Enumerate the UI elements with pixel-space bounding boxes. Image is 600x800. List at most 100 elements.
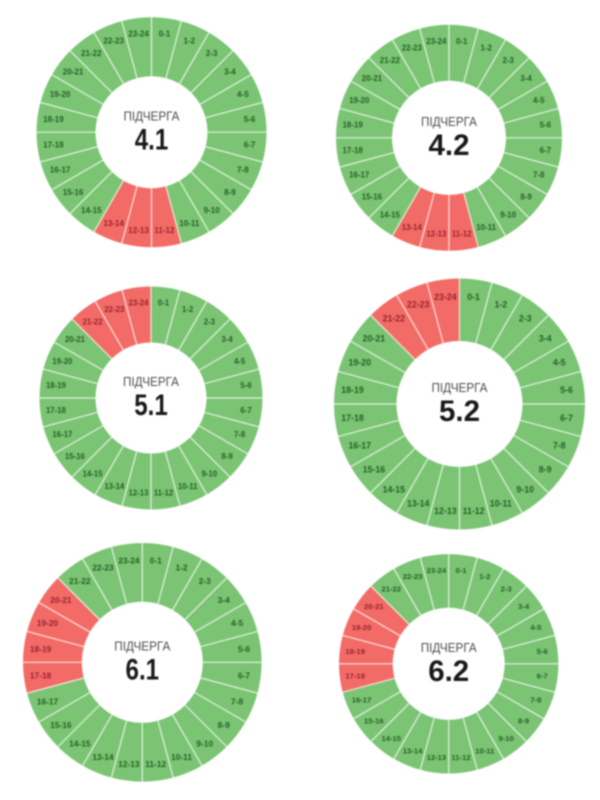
svg-text:22-23: 22-23 xyxy=(104,305,125,314)
svg-text:18-19: 18-19 xyxy=(345,647,365,656)
svg-text:12-13: 12-13 xyxy=(427,753,447,762)
svg-text:4-5: 4-5 xyxy=(237,90,249,99)
svg-text:13-14: 13-14 xyxy=(402,223,423,232)
svg-text:2-3: 2-3 xyxy=(204,317,216,326)
svg-text:7-8: 7-8 xyxy=(530,695,542,704)
svg-text:9-10: 9-10 xyxy=(196,739,213,749)
svg-text:6-7: 6-7 xyxy=(537,672,548,681)
svg-text:23-24: 23-24 xyxy=(128,30,149,39)
svg-text:2-3: 2-3 xyxy=(501,584,512,593)
svg-text:6-7: 6-7 xyxy=(560,413,573,423)
svg-text:5-6: 5-6 xyxy=(560,385,573,395)
svg-text:12-13: 12-13 xyxy=(426,230,447,239)
svg-text:6-7: 6-7 xyxy=(238,671,250,681)
svg-text:20-21: 20-21 xyxy=(363,333,386,343)
svg-text:13-14: 13-14 xyxy=(403,746,423,755)
svg-text:ПІДЧЕРГА: ПІДЧЕРГА xyxy=(421,114,477,129)
svg-text:4-5: 4-5 xyxy=(533,96,545,105)
svg-text:4.1: 4.1 xyxy=(135,123,169,156)
svg-text:22-23: 22-23 xyxy=(92,563,114,573)
svg-text:13-14: 13-14 xyxy=(104,482,125,491)
svg-text:0-1: 0-1 xyxy=(150,556,162,566)
svg-text:10-11: 10-11 xyxy=(475,746,495,755)
svg-text:10-11: 10-11 xyxy=(179,219,200,228)
svg-text:7-8: 7-8 xyxy=(553,440,566,450)
svg-text:8-9: 8-9 xyxy=(218,720,230,730)
svg-text:0-1: 0-1 xyxy=(456,37,468,46)
svg-text:7-8: 7-8 xyxy=(234,430,246,439)
svg-text:1-2: 1-2 xyxy=(176,563,188,573)
svg-text:22-23: 22-23 xyxy=(407,299,430,309)
svg-text:9-10: 9-10 xyxy=(202,470,218,479)
svg-text:10-11: 10-11 xyxy=(171,752,192,762)
svg-text:21-22: 21-22 xyxy=(69,576,91,586)
svg-text:14-15: 14-15 xyxy=(83,470,104,479)
svg-text:7-8: 7-8 xyxy=(231,697,243,707)
svg-text:20-21: 20-21 xyxy=(50,595,72,605)
svg-text:1-2: 1-2 xyxy=(494,299,507,309)
svg-text:8-9: 8-9 xyxy=(221,452,233,461)
svg-text:2-3: 2-3 xyxy=(199,576,211,586)
svg-text:21-22: 21-22 xyxy=(383,313,406,323)
svg-text:14-15: 14-15 xyxy=(380,210,401,219)
svg-text:13-14: 13-14 xyxy=(92,752,114,762)
svg-text:20-21: 20-21 xyxy=(63,67,84,76)
svg-text:19-20: 19-20 xyxy=(50,90,71,99)
svg-text:4-5: 4-5 xyxy=(553,358,566,368)
svg-text:16-17: 16-17 xyxy=(50,166,71,175)
svg-text:19-20: 19-20 xyxy=(352,623,372,632)
svg-text:16-17: 16-17 xyxy=(37,697,59,707)
svg-text:20-21: 20-21 xyxy=(364,602,384,611)
svg-text:8-9: 8-9 xyxy=(520,192,532,201)
svg-text:0-1: 0-1 xyxy=(158,298,170,307)
svg-text:18-19: 18-19 xyxy=(30,644,52,654)
svg-text:7-8: 7-8 xyxy=(237,166,249,175)
svg-text:3-4: 3-4 xyxy=(224,67,236,76)
svg-text:6-7: 6-7 xyxy=(540,146,552,155)
svg-text:11-12: 11-12 xyxy=(463,506,485,516)
svg-text:21-22: 21-22 xyxy=(83,317,104,326)
svg-text:15-16: 15-16 xyxy=(363,465,386,475)
svg-text:3-4: 3-4 xyxy=(539,333,552,343)
svg-text:ПІДЧЕРГА: ПІДЧЕРГА xyxy=(432,380,488,395)
svg-text:9-10: 9-10 xyxy=(204,206,221,215)
svg-text:2-3: 2-3 xyxy=(502,56,514,65)
svg-text:17-18: 17-18 xyxy=(345,672,365,681)
svg-text:ПІДЧЕРГА: ПІДЧЕРГА xyxy=(114,639,170,654)
svg-text:16-17: 16-17 xyxy=(349,440,372,450)
svg-text:16-17: 16-17 xyxy=(52,430,72,439)
svg-text:1-2: 1-2 xyxy=(480,44,492,53)
svg-text:15-16: 15-16 xyxy=(63,188,84,197)
svg-text:11-12: 11-12 xyxy=(154,226,175,235)
svg-text:3-4: 3-4 xyxy=(518,602,530,611)
svg-text:3-4: 3-4 xyxy=(221,335,233,344)
svg-text:6.1: 6.1 xyxy=(126,653,160,686)
svg-text:20-21: 20-21 xyxy=(65,335,86,344)
svg-text:8-9: 8-9 xyxy=(539,465,552,475)
svg-text:23-24: 23-24 xyxy=(129,298,150,307)
svg-text:18-19: 18-19 xyxy=(46,381,67,390)
svg-text:1-2: 1-2 xyxy=(182,305,194,314)
svg-text:18-19: 18-19 xyxy=(43,115,64,124)
svg-text:4-5: 4-5 xyxy=(234,357,246,366)
svg-text:5-6: 5-6 xyxy=(540,121,552,130)
svg-text:15-16: 15-16 xyxy=(50,720,72,730)
svg-text:4-5: 4-5 xyxy=(530,623,542,632)
svg-text:ПІДЧЕРГА: ПІДЧЕРГА xyxy=(421,640,477,655)
svg-text:9-10: 9-10 xyxy=(500,210,516,219)
svg-text:11-12: 11-12 xyxy=(154,489,174,498)
svg-text:14-15: 14-15 xyxy=(383,485,406,495)
svg-text:4.2: 4.2 xyxy=(429,129,470,162)
svg-text:14-15: 14-15 xyxy=(81,206,102,215)
svg-text:12-13: 12-13 xyxy=(129,489,150,498)
svg-text:19-20: 19-20 xyxy=(349,358,372,368)
svg-text:17-18: 17-18 xyxy=(343,146,364,155)
svg-text:23-24: 23-24 xyxy=(118,556,140,566)
svg-text:23-24: 23-24 xyxy=(426,37,447,46)
svg-text:22-23: 22-23 xyxy=(103,36,124,45)
svg-text:22-23: 22-23 xyxy=(403,572,423,581)
svg-text:14-15: 14-15 xyxy=(69,739,91,749)
svg-text:9-10: 9-10 xyxy=(498,734,513,743)
svg-text:21-22: 21-22 xyxy=(81,49,102,58)
svg-text:5.1: 5.1 xyxy=(134,389,168,422)
